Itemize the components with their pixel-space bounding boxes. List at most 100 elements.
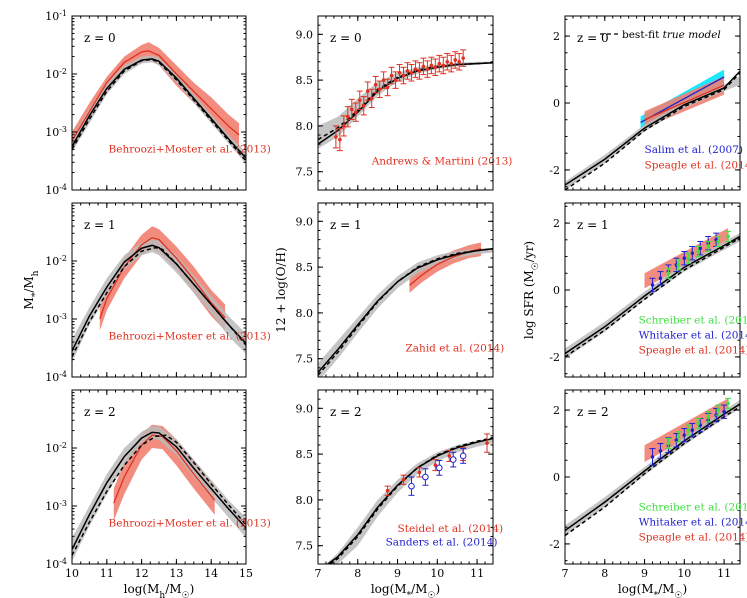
data-point	[421, 64, 426, 69]
data-point	[716, 239, 720, 244]
plot-area	[318, 242, 493, 377]
x-tick-label: 9	[641, 567, 648, 580]
data-point	[706, 244, 710, 249]
y-tick-label: 2	[553, 30, 560, 43]
y-tick-label: 7.5	[296, 540, 314, 553]
dashed-line	[72, 58, 246, 162]
x-tick-label: 11	[717, 567, 731, 580]
y-tick-label: 9.0	[296, 215, 314, 228]
dataset-label: Speagle et al. (2014)	[639, 345, 747, 357]
y-axis-label: 12 + log(O/H)	[274, 247, 288, 332]
model-line	[644, 84, 725, 121]
shaded-band	[99, 226, 226, 331]
y-tick-label: 8.0	[296, 494, 314, 507]
plot-area	[325, 433, 493, 564]
dataset-label: Zahid et al. (2014)	[406, 342, 505, 354]
shaded-band	[72, 55, 246, 164]
panel-sfr-z0: -2 0 2 z = 0 Salim et al. (2007) Speagle et a…	[549, 15, 747, 191]
data-point	[696, 249, 701, 254]
y-tick-label: 10-1	[45, 9, 67, 24]
data-point	[425, 67, 430, 71]
data-point	[397, 70, 402, 75]
dashed-line	[329, 436, 493, 564]
data-point	[686, 428, 691, 432]
y-tick-label: 10-2	[45, 441, 67, 456]
dataset-label: Speagle et al. (2014)	[645, 159, 747, 171]
x-tick-label: 11	[100, 567, 114, 580]
data-point	[447, 454, 452, 458]
y-tick-label: 0	[553, 97, 560, 110]
data-point	[676, 435, 681, 439]
redshift-label: z = 2	[84, 405, 116, 419]
x-axis-label: log(Mh/M☉)	[124, 582, 195, 598]
dataset-label: Behroozi+Moster et al. (2013)	[109, 330, 271, 342]
y-axis-label: M*/Mh	[22, 270, 41, 309]
x-tick-label: 7	[315, 567, 322, 580]
plot-area	[72, 424, 246, 562]
dashed-line	[318, 248, 493, 376]
data-point	[361, 103, 366, 108]
shaded-band	[565, 400, 740, 536]
data-point	[682, 433, 687, 437]
x-tick-label: 12	[135, 567, 149, 580]
data-point	[405, 69, 410, 73]
panel-mstar-mh-z1: 10-4 10-3 10-2 z = 1 Behroozi+Moster et al. …	[22, 202, 271, 384]
shaded-band	[644, 398, 729, 462]
y-tick-label: -2	[549, 538, 560, 551]
y-tick-label: 10-3	[45, 125, 67, 140]
model-line	[72, 58, 246, 159]
data-point	[369, 96, 374, 101]
dataset-label: Behroozi+Moster et al. (2013)	[109, 143, 271, 155]
x-tick-label: 13	[169, 567, 183, 580]
data-point	[417, 470, 422, 475]
panel-mstar-mh-z0: 10-4 10-3 10-2 10-1 z = 0 Behroozi+Moster et …	[45, 9, 271, 198]
data-point	[338, 137, 342, 142]
data-point	[353, 110, 358, 114]
dashed-line	[565, 237, 740, 358]
redshift-label: z = 1	[84, 218, 116, 232]
redshift-label: z = 1	[577, 218, 609, 232]
model-line	[72, 431, 246, 550]
data-point	[690, 428, 695, 432]
x-tick-label: 10	[677, 567, 691, 580]
plot-area	[565, 397, 740, 537]
y-tick-label: 8.5	[296, 261, 314, 274]
redshift-label: z = 1	[330, 218, 362, 232]
data-point	[674, 438, 679, 442]
data-point	[433, 463, 438, 467]
model-line	[565, 403, 740, 532]
shaded-band	[318, 247, 493, 377]
data-point	[346, 114, 350, 119]
data-point	[698, 246, 703, 250]
shaded-band	[72, 425, 246, 562]
data-point	[650, 455, 655, 459]
x-tick-label: 14	[204, 567, 218, 580]
x-tick-label: 8	[601, 567, 608, 580]
data-point	[690, 251, 695, 255]
legend-label: best-fit true model	[622, 29, 721, 41]
panel-sfr-z2: 7 8 9 10 11 -2 0 2 z = 2 Schreiber et al. (2014) W…	[549, 389, 747, 598]
model-line	[72, 50, 240, 142]
model-line	[565, 70, 740, 186]
redshift-label: z = 0	[577, 31, 609, 45]
data-point	[385, 488, 390, 493]
data-point	[666, 441, 671, 446]
data-point	[393, 78, 398, 82]
y-tick-label: 0	[553, 471, 560, 484]
x-axis-label: log(M*/M☉)	[618, 582, 687, 598]
x-tick-label: 15	[239, 567, 253, 580]
y-tick-label: -2	[549, 164, 560, 177]
data-point	[401, 73, 406, 78]
dashed-line	[72, 434, 246, 556]
data-point	[457, 59, 461, 64]
data-point	[381, 78, 386, 82]
data-point	[459, 452, 467, 460]
y-tick-label: 7.5	[296, 166, 314, 179]
data-point	[385, 85, 390, 90]
data-point	[485, 441, 489, 445]
model-line	[565, 235, 740, 355]
y-tick-label: 2	[553, 217, 560, 230]
y-tick-label: 9.0	[296, 402, 314, 415]
y-tick-label: 10-3	[45, 499, 67, 514]
data-point	[401, 477, 406, 482]
